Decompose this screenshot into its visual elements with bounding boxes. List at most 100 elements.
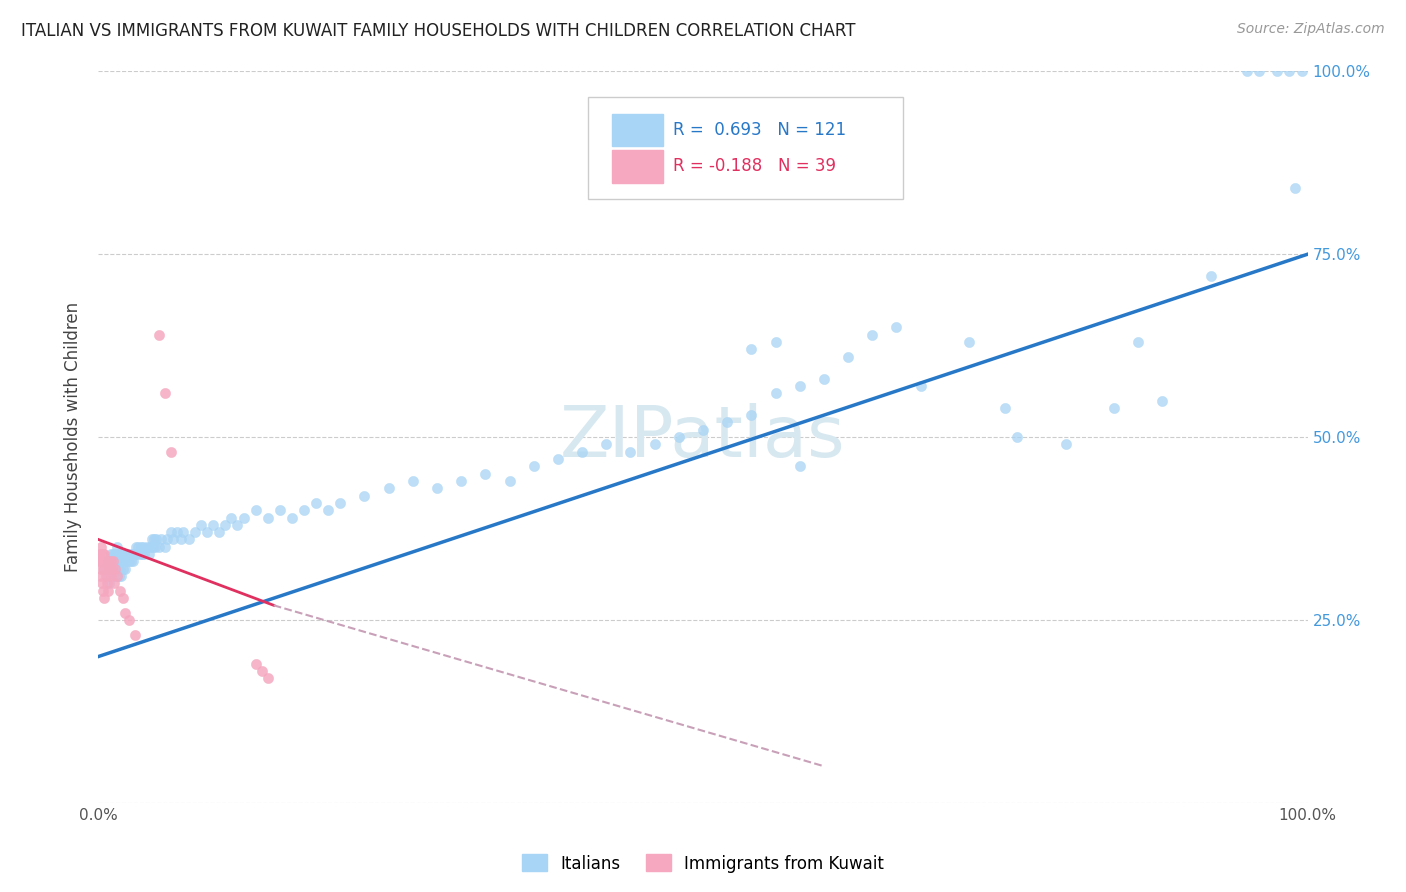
Point xyxy=(108,569,131,583)
Point xyxy=(172,525,194,540)
Text: R = -0.188   N = 39: R = -0.188 N = 39 xyxy=(672,158,835,176)
Point xyxy=(221,510,243,524)
Point xyxy=(190,517,212,532)
Point xyxy=(571,444,593,458)
Point xyxy=(108,554,131,568)
Point xyxy=(91,583,114,598)
Point xyxy=(450,474,472,488)
Point xyxy=(127,540,149,554)
Point xyxy=(103,554,125,568)
Point xyxy=(117,547,139,561)
Point xyxy=(166,525,188,540)
Point xyxy=(93,547,115,561)
Point xyxy=(131,547,153,561)
Point xyxy=(245,503,267,517)
Point xyxy=(644,437,666,451)
Point xyxy=(153,386,176,401)
Point xyxy=(232,510,254,524)
Point xyxy=(129,540,152,554)
Point xyxy=(132,540,155,554)
Point xyxy=(127,547,149,561)
Point xyxy=(142,540,165,554)
Point xyxy=(214,517,236,532)
Point xyxy=(124,547,146,561)
Point xyxy=(256,672,278,686)
Point xyxy=(160,444,183,458)
Point xyxy=(94,554,117,568)
Y-axis label: Family Households with Children: Family Households with Children xyxy=(65,302,83,572)
Point xyxy=(145,533,167,547)
Point xyxy=(108,562,131,576)
Point xyxy=(97,554,120,568)
Point xyxy=(118,613,141,627)
FancyBboxPatch shape xyxy=(613,151,664,183)
Point xyxy=(281,510,304,524)
Point xyxy=(1128,334,1150,349)
Point xyxy=(91,554,114,568)
Point xyxy=(813,371,835,385)
Point xyxy=(112,554,135,568)
Point xyxy=(148,327,170,342)
Point xyxy=(108,547,131,561)
Point xyxy=(256,510,278,524)
Point xyxy=(110,569,132,583)
Point xyxy=(90,540,112,554)
Point xyxy=(498,474,520,488)
Point xyxy=(91,547,114,561)
Point xyxy=(89,547,111,561)
Point xyxy=(153,540,176,554)
Point xyxy=(716,416,738,430)
Point xyxy=(93,591,115,605)
Point xyxy=(547,452,569,467)
Point xyxy=(860,327,883,342)
Point xyxy=(1291,64,1313,78)
Point xyxy=(141,533,163,547)
Point xyxy=(111,591,134,605)
Point xyxy=(122,554,145,568)
Point xyxy=(91,554,114,568)
Point xyxy=(100,562,122,576)
Point xyxy=(184,525,207,540)
Legend: Italians, Immigrants from Kuwait: Italians, Immigrants from Kuwait xyxy=(516,847,890,880)
Point xyxy=(329,496,352,510)
Point xyxy=(93,562,115,576)
Point xyxy=(789,379,811,393)
Point xyxy=(100,547,122,561)
Point xyxy=(115,554,138,568)
Point xyxy=(104,547,127,561)
Point xyxy=(208,525,231,540)
Point xyxy=(1267,64,1289,78)
Point xyxy=(765,386,787,401)
Point xyxy=(1278,64,1301,78)
Point xyxy=(179,533,201,547)
Point xyxy=(114,562,136,576)
Point xyxy=(100,554,122,568)
Point xyxy=(103,569,125,583)
Point xyxy=(90,562,112,576)
Point xyxy=(101,554,124,568)
Point xyxy=(107,547,129,561)
Point xyxy=(101,562,124,576)
Point xyxy=(134,547,156,561)
Point xyxy=(169,533,191,547)
Text: ZIPatlas: ZIPatlas xyxy=(560,402,846,472)
Point xyxy=(105,569,128,583)
Point xyxy=(91,547,114,561)
Point xyxy=(124,627,146,641)
Point xyxy=(269,503,291,517)
Point xyxy=(250,664,273,678)
Point xyxy=(195,525,218,540)
Point xyxy=(111,547,134,561)
Point xyxy=(101,547,124,561)
Point xyxy=(910,379,932,393)
Point xyxy=(789,459,811,474)
Point xyxy=(93,562,115,576)
Point xyxy=(1249,64,1271,78)
Point xyxy=(105,540,128,554)
Point xyxy=(957,334,980,349)
Point xyxy=(837,350,859,364)
Point xyxy=(105,569,128,583)
Point xyxy=(523,459,546,474)
Point xyxy=(1284,181,1306,195)
Point xyxy=(148,540,170,554)
